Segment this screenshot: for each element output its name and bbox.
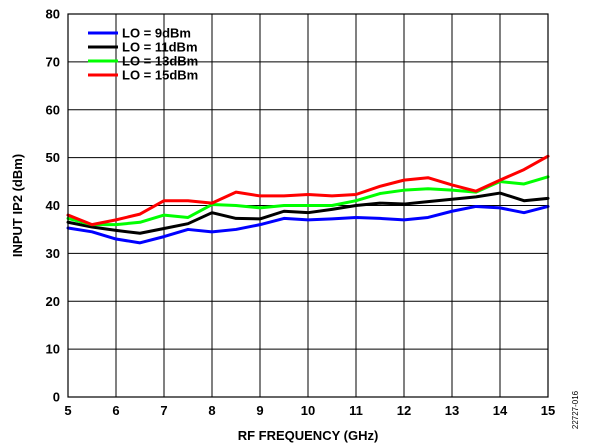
y-tick-label: 20 [46, 294, 60, 309]
y-tick-label: 0 [53, 390, 60, 405]
legend-label-4: LO = 15dBm [122, 68, 198, 83]
x-tick-label: 14 [493, 403, 508, 418]
legend-label-1: LO = 9dBm [122, 26, 191, 41]
x-tick-label: 10 [301, 403, 315, 418]
plot-frame [67, 13, 549, 398]
y-tick-label: 10 [46, 342, 60, 357]
legend-label-2: LO = 11dBm [122, 40, 198, 55]
x-tick-label: 15 [541, 403, 555, 418]
x-tick-label: 13 [445, 403, 459, 418]
x-tick-label: 6 [112, 403, 119, 418]
series-line-3 [66, 175, 550, 227]
figure-id: 22727-016 [571, 390, 580, 429]
y-tick-label: 70 [46, 54, 60, 69]
series-line-4 [66, 154, 550, 227]
tick-labels: 5 6 7 8 9 10 11 12 13 14 15 0 10 20 30 40 50 60 70 80 [46, 7, 556, 419]
y-tick-label: 30 [46, 246, 60, 261]
legend-label-3: LO = 13dBm [122, 54, 198, 69]
y-tick-label: 80 [46, 7, 60, 22]
x-tick-label: 5 [64, 403, 71, 418]
y-tick-label: 50 [46, 150, 60, 165]
x-axis-title: RF FREQUENCY (GHz) [238, 428, 379, 443]
y-tick-label: 60 [46, 102, 60, 117]
x-tick-label: 7 [160, 403, 167, 418]
series-line-1 [66, 204, 550, 245]
x-tick-label: 12 [397, 403, 411, 418]
y-tick-label: 40 [46, 198, 60, 213]
y-axis-title: INPUT IP2 (dBm) [10, 154, 25, 257]
x-tick-label: 8 [208, 403, 215, 418]
series-group [66, 154, 550, 245]
x-tick-label: 11 [349, 403, 363, 418]
series-line-2 [66, 191, 550, 235]
x-tick-label: 9 [256, 403, 263, 418]
